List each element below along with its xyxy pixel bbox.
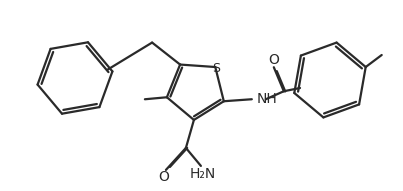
Text: O: O xyxy=(158,170,169,184)
Text: O: O xyxy=(268,53,279,67)
Text: H₂N: H₂N xyxy=(190,167,216,181)
Text: S: S xyxy=(212,62,220,74)
Text: NH: NH xyxy=(257,92,278,106)
